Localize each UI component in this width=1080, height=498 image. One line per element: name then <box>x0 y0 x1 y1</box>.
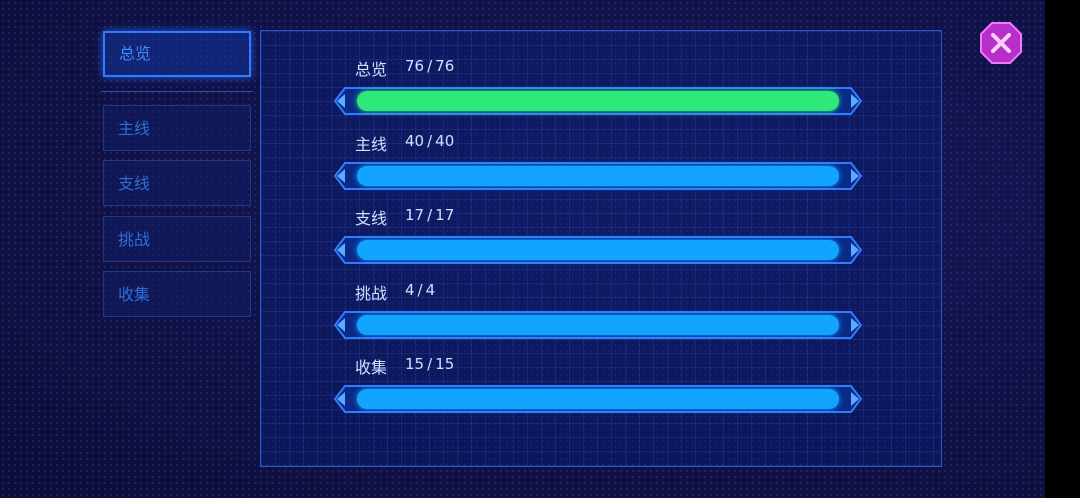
row-count: 4/4 <box>405 281 435 299</box>
count-total: 40 <box>435 131 455 150</box>
row-label: 支线 <box>355 209 388 228</box>
tab[interactable]: 支线 <box>103 160 251 206</box>
count-current: 4 <box>405 280 415 299</box>
count-total: 4 <box>425 280 436 299</box>
tab[interactable]: 总览 <box>103 31 251 77</box>
row-label: 挑战 <box>355 283 388 303</box>
separator-line <box>101 91 253 92</box>
progress-fill <box>357 91 839 111</box>
count-current: 40 <box>405 131 425 150</box>
count-total: 15 <box>435 355 455 373</box>
count-total: 76 <box>435 57 455 75</box>
count-separator: / <box>417 280 423 299</box>
count-total: 17 <box>435 206 455 224</box>
row-count: 17/17 <box>405 206 454 224</box>
tab[interactable]: 挑战 <box>103 216 251 262</box>
row-label: 总览 <box>355 60 388 79</box>
row-count: 76/76 <box>405 57 454 75</box>
tab[interactable]: 收集 <box>103 271 251 317</box>
edge <box>1045 0 1080 498</box>
tab[interactable]: 主线 <box>103 105 251 151</box>
count-separator: / <box>427 57 433 75</box>
progress-fill <box>357 314 839 335</box>
count-separator: / <box>427 355 433 373</box>
progress-fill <box>357 389 839 409</box>
row-count: 15/15 <box>405 355 454 373</box>
row-count: 40/40 <box>405 132 454 150</box>
progress-fill <box>357 165 839 186</box>
row-label: 主线 <box>355 134 388 154</box>
count-separator: / <box>427 131 433 150</box>
progress-fill <box>357 240 839 260</box>
count-separator: / <box>427 206 433 224</box>
count-current: 17 <box>405 206 425 224</box>
row-label: 收集 <box>355 358 388 377</box>
close-button[interactable] <box>980 22 1022 64</box>
count-current: 76 <box>405 57 425 75</box>
count-current: 15 <box>405 355 425 373</box>
